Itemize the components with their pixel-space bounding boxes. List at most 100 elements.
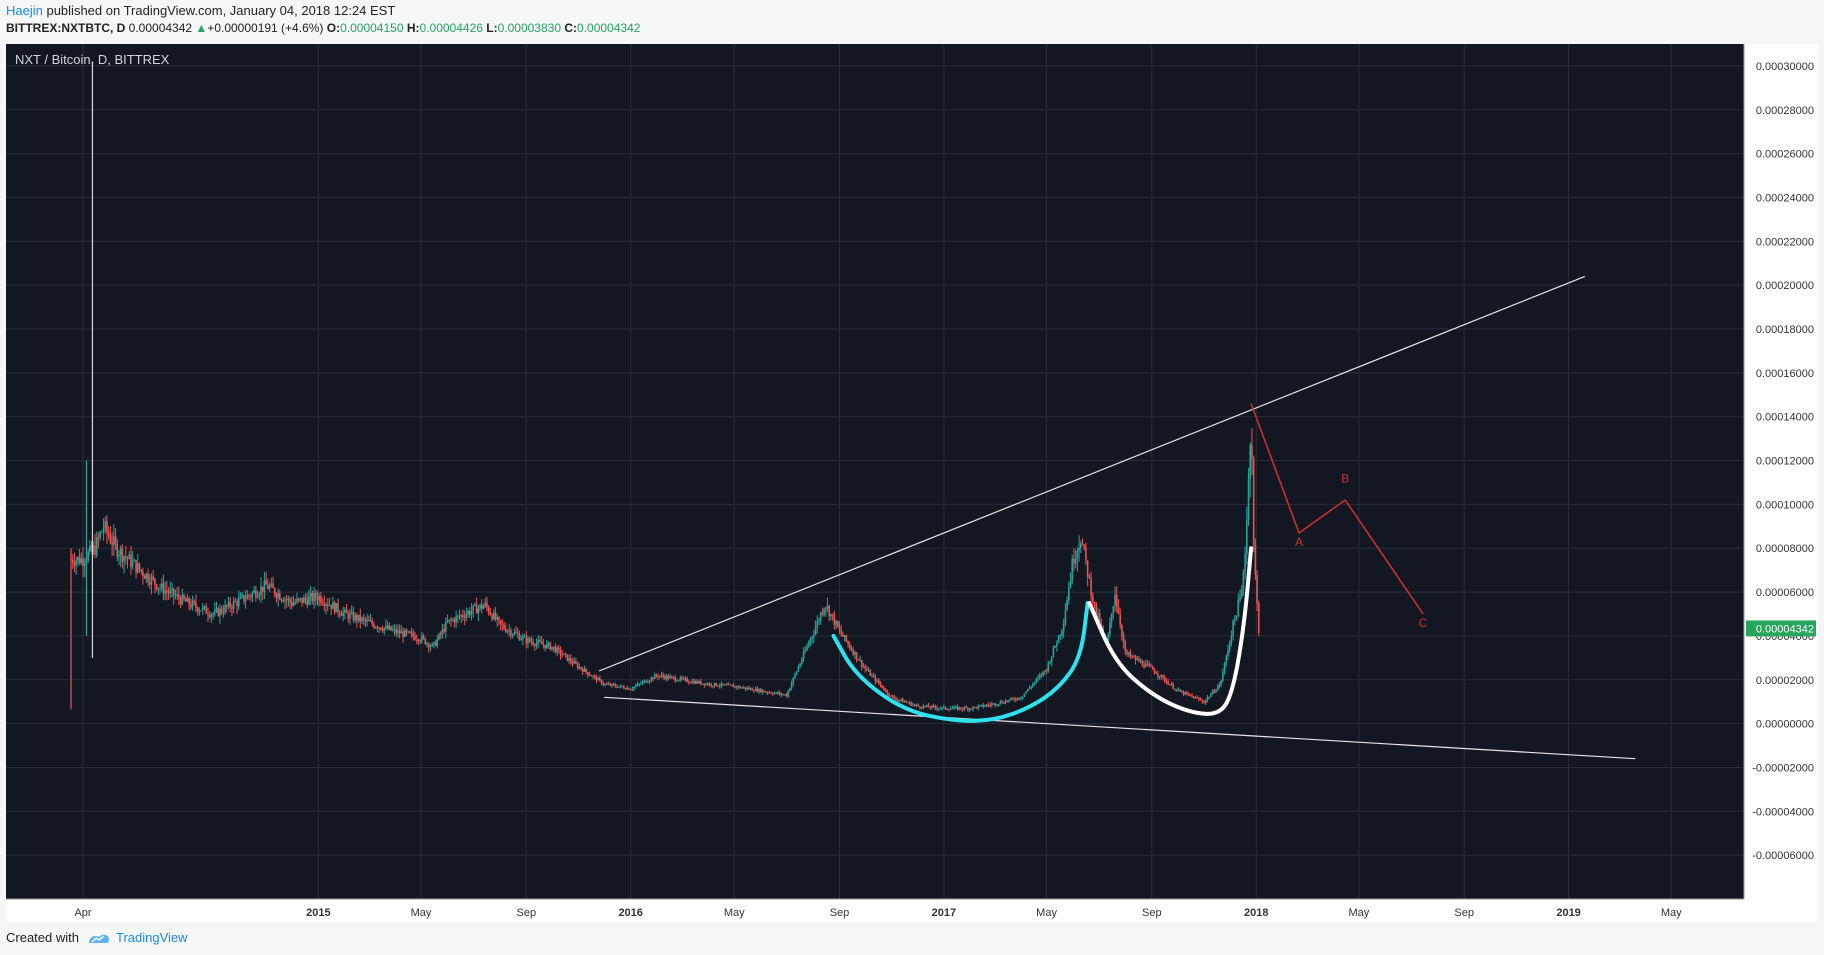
candle-body [140,569,143,572]
low-label: L: [486,21,498,35]
candle-body [910,702,913,706]
candle-body [946,709,949,711]
candle-body [1011,698,1014,700]
candle-body [532,642,534,645]
candle-body [1232,620,1234,637]
candle-body [1167,681,1169,685]
candle-body [984,705,986,707]
candle-body [759,689,762,693]
x-tick-label: May [1349,907,1370,919]
candle-body [907,702,909,704]
candle-body [332,602,334,609]
candle-body [1124,642,1127,652]
y-tick-label: -0.00002000 [1752,762,1814,774]
candle-body [684,678,687,680]
candle-body [674,677,676,681]
candle-body [542,644,545,646]
candle-body [1237,600,1240,617]
candle-body [1215,690,1217,693]
candle-body [77,556,79,561]
candle-body [845,635,848,642]
candle-body [1146,663,1149,665]
candle-body [1069,579,1072,588]
candle-body [1136,658,1139,661]
author-link[interactable]: Haejin [6,3,43,18]
candle-body [701,683,704,685]
tradingview-logo-icon [88,934,109,943]
candle-body [479,604,481,609]
candle-body [1056,643,1058,647]
candle-body [393,628,396,630]
candle-body [126,557,129,560]
candle-body [929,707,931,709]
candle-body [866,668,868,671]
candle-body [313,592,315,602]
candle-body [1016,697,1019,700]
candle-body [302,597,305,603]
candle-body [186,598,189,602]
candle-body [1211,690,1214,695]
candle-body [1254,545,1257,576]
candle-body [960,707,962,709]
candle-body [997,704,1000,706]
candle-body [905,701,908,703]
candle-body [1222,672,1224,681]
candle-body [104,521,107,528]
candle-body [893,696,896,699]
change-value: +0.00000191 (+4.6%) [207,21,324,35]
candle-body [136,563,139,573]
candle-body [469,611,471,615]
candle-body [879,683,882,686]
candle-body [1014,699,1017,701]
candle-body [718,685,721,687]
candle-body [588,674,591,676]
candle-body [433,642,435,644]
candle-body [80,558,83,564]
candle-body [676,680,678,682]
tradingview-link[interactable]: TradingView [87,930,188,945]
candle-body [696,681,699,684]
candle-body [761,690,764,693]
candle-body [1097,612,1099,614]
candle-body [869,670,872,676]
candle-body [771,693,774,695]
candle-body [78,556,81,564]
candle-body [943,706,945,708]
candle-body [205,606,208,614]
candle-body [1204,700,1207,703]
price-chart[interactable]: NXT / Bitcoin, D, BITTREXABC0.000300000.… [6,44,1818,922]
candle-body [713,683,716,686]
candle-body [378,627,380,629]
candle-body [344,609,346,613]
tradingview-brand: TradingView [115,930,188,945]
candle-body [797,666,800,672]
candle-body [669,676,671,679]
candle-body [970,708,973,710]
candle-body [1170,684,1173,686]
candle-body [1141,661,1144,666]
candle-body [770,692,772,694]
candle-body [647,681,649,683]
candle-body [1177,689,1180,691]
candle-body [1020,698,1022,700]
candle-body [215,608,218,610]
candle-body [925,705,928,707]
candle-body [510,630,512,636]
change-arrow-icon: ▲ [195,21,208,35]
candle-body [176,594,178,596]
candle-body [1049,662,1051,664]
candle-body [203,606,206,608]
candle-body [198,610,201,612]
candle-body [260,586,262,595]
candle-body [1179,689,1181,692]
candle-body [703,683,706,686]
x-tick-label: 2016 [618,907,642,919]
candle-body [823,608,825,614]
candle-body [961,708,964,710]
candle-body [612,684,615,686]
candle-body [1139,661,1142,663]
candle-body [727,684,730,686]
candle-body [694,681,697,684]
candle-body [831,613,834,616]
candle-body [830,613,832,617]
